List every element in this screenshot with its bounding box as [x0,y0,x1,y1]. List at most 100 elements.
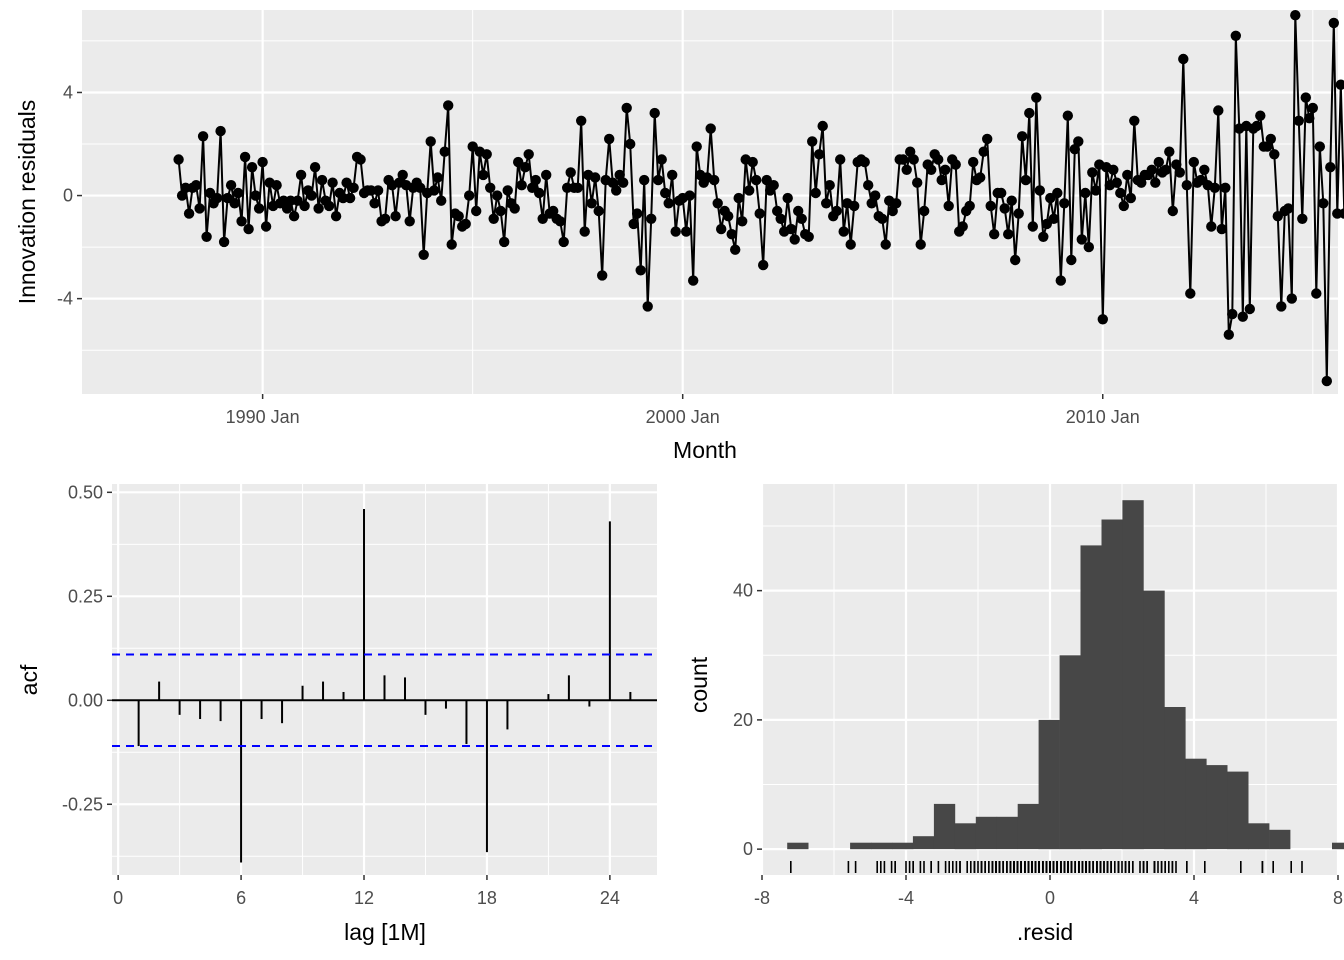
residual-point [485,182,496,193]
residual-point [915,239,926,250]
residual-point [1178,53,1189,65]
residual-point [1220,182,1231,193]
hist-y-axis-label: count [686,656,712,713]
residual-point [807,136,818,147]
residual-point [688,275,699,286]
residual-point [379,213,391,224]
hist-y-tick-label: 20 [733,710,753,730]
ts-y-axis-label: Innovation residuals [14,100,40,305]
acf-panel: -0.25 0.00 0.25 0.50 0 6 12 18 24 lag [1M] acf [16,482,657,945]
residual-point [747,156,758,168]
residual-point [1153,156,1165,168]
residual-point [1244,303,1256,315]
residual-point [1003,229,1014,240]
residual-point [597,270,608,281]
residual-point [1283,203,1294,214]
residual-point [1090,185,1102,196]
residual-point [1066,254,1077,266]
residual-point [667,169,678,181]
residual-point [397,169,408,181]
residual-point [257,156,268,168]
residual-point [1027,221,1039,232]
residual-point [436,195,447,206]
residual-point [656,154,667,165]
residual-point [1290,10,1301,21]
hist-x-tick-label: -4 [898,888,914,908]
residual-point [478,169,489,181]
residual-point [716,223,727,235]
residual-point [789,234,800,245]
hist-x-axis-label: .resid [1017,919,1073,945]
residual-point [775,213,786,224]
residual-point [1118,200,1130,212]
residual-point [919,205,930,217]
residual-point [520,162,531,173]
residual-point [670,226,681,237]
residual-point [309,162,321,173]
residual-time-series-panel: -4 0 4 1990 Jan 2000 Jan 2010 Jan Month Inno… [14,10,1344,463]
acf-y-axis: -0.25 0.00 0.25 0.50 [62,482,112,814]
residual-point [260,221,272,232]
residual-point [1174,167,1186,178]
residual-point [1237,311,1249,322]
residual-point [1059,198,1070,209]
ts-x-tick-label: 2010 Jan [1066,407,1140,427]
residual-point [1318,198,1329,209]
residual-point [183,208,195,219]
residual-point [737,216,748,227]
acf-y-tick-label: 0.00 [68,690,103,710]
residual-point [390,211,401,222]
residual-point [1339,208,1344,219]
residual-point [481,149,492,160]
hist-bar [892,842,914,850]
residual-point [1227,308,1238,320]
residual-point [425,136,436,147]
residual-point [926,164,937,175]
residual-point [709,174,720,186]
hist-bar [1332,842,1344,850]
hist-bar [1101,519,1123,850]
residual-point [541,169,552,181]
hist-bars [787,500,1344,850]
residual-point [817,120,828,132]
residual-point [579,226,590,237]
residual-point [295,169,307,181]
residual-point [870,190,881,201]
residual-point [849,200,860,212]
acf-x-tick-label: 12 [354,888,374,908]
residual-point [323,200,335,212]
residual-point [684,190,695,201]
residual-point [653,174,664,186]
residual-point [642,301,653,312]
residual-point [726,229,737,240]
residual-point [1129,115,1140,127]
ts-y-tick-label: -4 [57,289,73,309]
residual-point [730,244,741,255]
residual-point [982,133,993,145]
residual-point [1069,144,1081,155]
residual-point [1125,192,1137,204]
residual-point [369,198,380,209]
hist-bar [1185,758,1207,850]
residual-point [880,239,891,250]
residual-point [989,229,1000,240]
residual-point [215,125,226,137]
residual-point [705,123,716,134]
residual-point [1181,180,1193,191]
residual-point [1188,156,1200,168]
residual-point [194,203,205,214]
residual-point [229,198,240,209]
residual-point [968,156,979,168]
hist-bar [996,816,1018,850]
residual-point [912,177,923,188]
residual-point [950,159,961,170]
residual-point [1206,221,1217,232]
residual-point [1265,133,1277,145]
residual-point [316,174,328,186]
acf-x-tick-label: 6 [236,888,246,908]
residual-point [1230,30,1242,41]
residual-point [1251,120,1263,132]
residual-point [439,146,450,157]
ts-x-tick-label: 1990 Jan [226,407,300,427]
residual-point [940,164,951,175]
